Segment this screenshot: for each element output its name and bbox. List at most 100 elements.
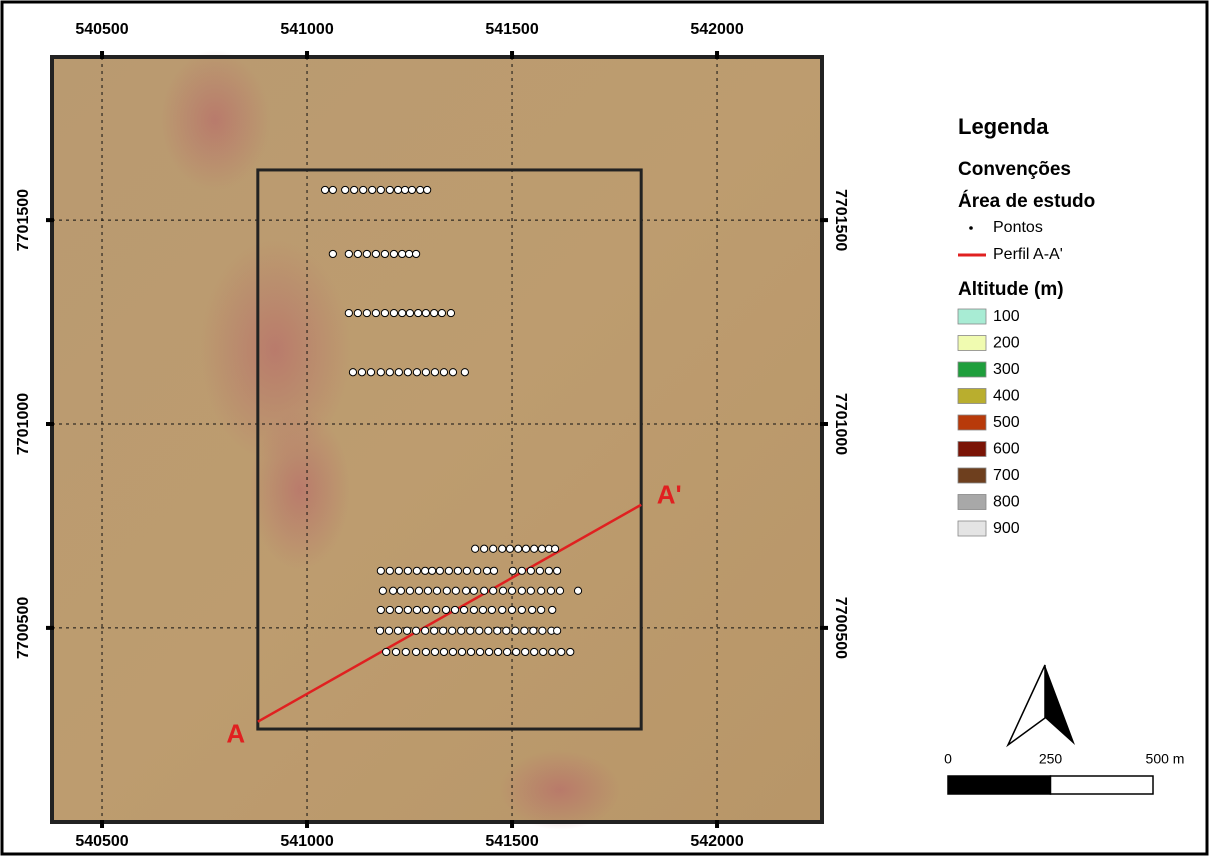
sample-point: [377, 186, 384, 193]
basemap: [52, 57, 822, 822]
tick-mark: [510, 820, 514, 828]
legend-swatch: [958, 495, 986, 510]
sample-point: [402, 648, 409, 655]
sample-point: [476, 648, 483, 655]
sample-point: [403, 627, 410, 634]
sample-point: [494, 627, 501, 634]
tick-mark: [820, 422, 828, 426]
sample-point: [549, 606, 556, 613]
sample-point: [504, 648, 511, 655]
tick-mark: [715, 820, 719, 828]
sample-point: [558, 648, 565, 655]
sample-point: [363, 250, 370, 257]
sample-point: [499, 587, 506, 594]
sample-point: [449, 369, 456, 376]
sample-point: [508, 606, 515, 613]
sample-point: [381, 309, 388, 316]
sample-point: [521, 627, 528, 634]
sample-point: [531, 648, 538, 655]
legend-swatch: [958, 442, 986, 457]
tick-mark: [820, 626, 828, 630]
legend-class-label: 500: [993, 414, 1020, 431]
sample-point: [329, 250, 336, 257]
map-page: Legenda Convenções Área de estudo Pontos…: [0, 0, 1209, 856]
sample-point: [422, 627, 429, 634]
scale-label: 500 m: [1146, 751, 1185, 767]
sample-point: [512, 627, 519, 634]
sample-point: [467, 648, 474, 655]
sample-point: [567, 648, 574, 655]
x-tick-label: 541000: [280, 833, 333, 850]
legend-class-label: 400: [993, 388, 1020, 405]
legend-altitude-title: Altitude (m): [958, 279, 1064, 300]
legend-swatch: [958, 309, 986, 324]
sample-point: [527, 567, 534, 574]
sample-point: [397, 587, 404, 594]
sample-point: [549, 648, 556, 655]
sample-point: [342, 186, 349, 193]
sample-point: [545, 567, 552, 574]
sample-point: [329, 186, 336, 193]
sample-point: [463, 587, 470, 594]
sample-point: [408, 186, 415, 193]
sample-point: [538, 545, 545, 552]
sample-point: [424, 186, 431, 193]
sample-point: [377, 369, 384, 376]
sample-point: [539, 627, 546, 634]
sample-point: [383, 648, 390, 655]
legend-swatch: [958, 415, 986, 430]
sample-point: [531, 545, 538, 552]
sample-point: [422, 606, 429, 613]
sample-point: [481, 545, 488, 552]
sample-point: [406, 309, 413, 316]
sample-point: [518, 606, 525, 613]
legend-class-label: 300: [993, 361, 1020, 378]
sample-point: [369, 186, 376, 193]
sample-point: [422, 309, 429, 316]
y-tick-label: 7701500: [15, 189, 32, 251]
sample-point: [428, 567, 435, 574]
legend-class-label: 200: [993, 335, 1020, 352]
sample-point: [540, 648, 547, 655]
sample-point: [499, 606, 506, 613]
sample-point: [490, 567, 497, 574]
sample-point: [529, 606, 536, 613]
sample-point: [386, 567, 393, 574]
sample-point: [394, 186, 401, 193]
sample-point: [404, 606, 411, 613]
sample-point: [443, 587, 450, 594]
sample-point: [412, 627, 419, 634]
sample-point: [479, 606, 486, 613]
x-tick-label: 541500: [485, 833, 538, 850]
sample-point: [386, 369, 393, 376]
sample-point: [363, 309, 370, 316]
sample-point: [440, 369, 447, 376]
sample-point: [515, 545, 522, 552]
x-tick-label: 541500: [485, 21, 538, 38]
sample-point: [440, 648, 447, 655]
x-tick-label: 542000: [690, 21, 743, 38]
tick-mark: [100, 820, 104, 828]
sample-point: [321, 186, 328, 193]
sample-point: [390, 309, 397, 316]
x-tick-label: 540500: [75, 21, 128, 38]
y-tick-label: 7700500: [832, 597, 849, 659]
sample-point: [547, 587, 554, 594]
sample-point: [447, 309, 454, 316]
sample-point: [358, 369, 365, 376]
sample-point: [518, 567, 525, 574]
tick-mark: [820, 218, 828, 222]
y-tick-label: 7701000: [15, 393, 32, 455]
scale-segment: [1051, 776, 1154, 794]
sample-point: [481, 587, 488, 594]
sample-point: [395, 606, 402, 613]
x-tick-label: 541000: [280, 21, 333, 38]
legend-swatch: [958, 362, 986, 377]
sample-point: [556, 587, 563, 594]
sample-point: [518, 587, 525, 594]
sample-point: [509, 567, 516, 574]
sample-point: [349, 369, 356, 376]
sample-point: [372, 309, 379, 316]
tick-mark: [715, 51, 719, 59]
sample-point: [431, 627, 438, 634]
